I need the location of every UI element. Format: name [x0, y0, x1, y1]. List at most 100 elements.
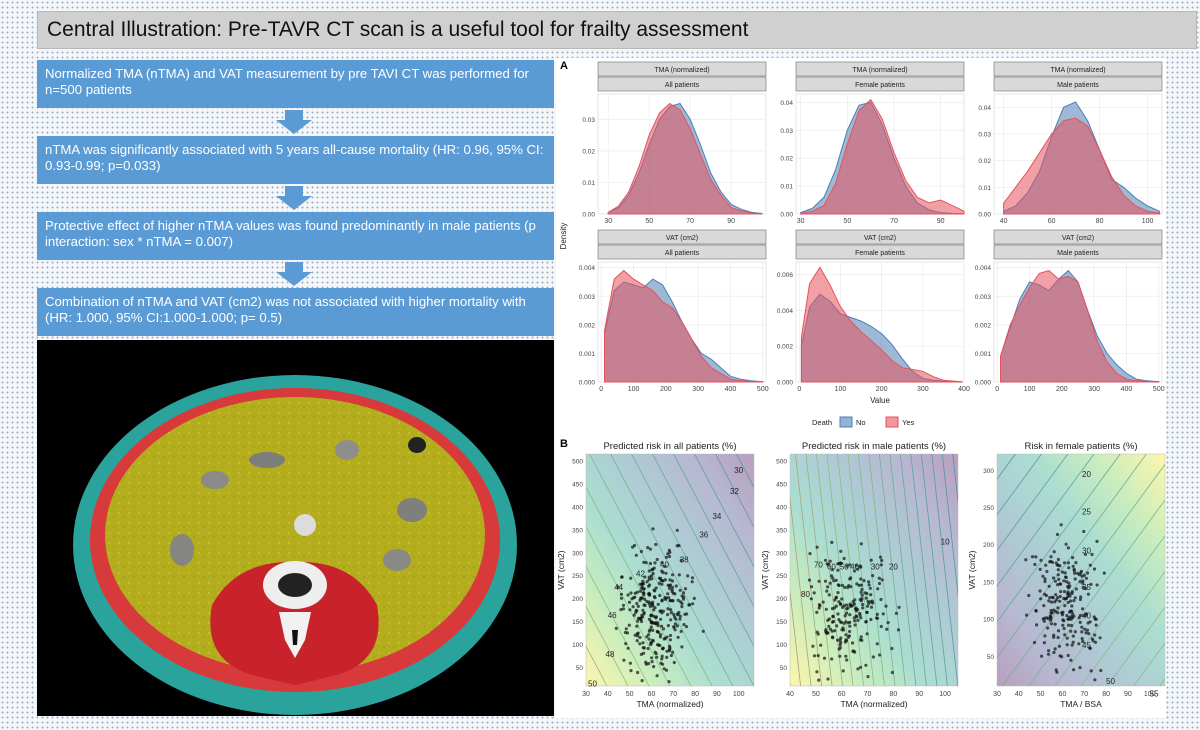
data-point [1056, 583, 1060, 587]
data-point [851, 649, 855, 653]
data-point [1093, 678, 1097, 682]
contour-line [694, 454, 754, 568]
data-point [652, 595, 656, 599]
data-point [1047, 584, 1051, 588]
contour-line [826, 454, 854, 686]
data-point [622, 658, 626, 662]
data-point [1060, 655, 1064, 659]
data-point [1038, 567, 1042, 571]
data-point [821, 600, 825, 604]
panel-label-a: A [560, 60, 568, 72]
data-point [1056, 595, 1060, 600]
data-point [1046, 617, 1051, 621]
x-tick-label: 100 [1024, 386, 1036, 393]
data-point [1053, 579, 1057, 583]
y-tick-label: 0.02 [780, 156, 793, 163]
y-tick-label: 150 [983, 579, 994, 586]
data-point [867, 580, 871, 584]
x-tick-label: 80 [889, 691, 897, 698]
data-point [848, 613, 852, 617]
data-point [670, 579, 675, 583]
data-point [635, 624, 639, 628]
facet-strip [597, 244, 767, 260]
data-point [666, 592, 670, 596]
contour-line [878, 454, 906, 686]
data-point [1071, 640, 1075, 644]
contour-label: 36 [699, 530, 708, 539]
data-point [858, 611, 862, 615]
data-point [1027, 593, 1031, 598]
data-point [674, 584, 678, 588]
y-tick-label: 300 [572, 550, 583, 557]
x-tick-label: 300 [692, 386, 704, 393]
data-point [826, 585, 830, 589]
data-point [844, 603, 849, 607]
contour-label: 50 [1106, 677, 1115, 686]
data-point [854, 563, 858, 567]
y-tick-label: 0.002 [777, 344, 794, 351]
finding-box-4: Combination of nTMA and VAT (cm2) was no… [37, 288, 554, 336]
data-point [648, 547, 652, 551]
data-point [1091, 639, 1095, 643]
data-point [682, 623, 686, 627]
data-point [649, 641, 653, 645]
data-point [859, 616, 863, 620]
data-point [664, 668, 669, 672]
data-point [1049, 622, 1054, 626]
data-point [881, 612, 885, 616]
data-point [626, 593, 630, 597]
data-point [661, 646, 665, 650]
x-tick-label: 80 [691, 691, 699, 698]
data-point [824, 607, 828, 611]
data-point [634, 611, 638, 615]
data-point [1051, 576, 1056, 580]
data-point [655, 674, 659, 678]
contour-line [997, 454, 1095, 587]
data-point [1062, 590, 1067, 594]
y-tick-label: 250 [776, 573, 787, 580]
data-point [628, 608, 632, 612]
data-point [1032, 640, 1037, 645]
data-point [1089, 582, 1093, 586]
data-point [632, 596, 636, 600]
data-point [1060, 570, 1065, 574]
data-point [827, 617, 831, 621]
data-point [1063, 604, 1067, 608]
facet-strip-label: TMA (normalized) [654, 67, 709, 74]
data-point [856, 667, 860, 671]
data-point [866, 599, 870, 603]
facet-strip [597, 229, 767, 245]
data-point [1042, 641, 1046, 645]
x-tick-label: 40 [604, 691, 612, 698]
legend-swatch [839, 416, 853, 428]
data-point [659, 633, 663, 637]
data-point [656, 602, 660, 606]
data-point [835, 624, 839, 628]
data-point [1083, 552, 1088, 556]
data-point [1034, 555, 1038, 559]
data-point [671, 573, 675, 577]
y-tick-label: 300 [983, 468, 994, 475]
data-point [621, 603, 626, 607]
data-point [1062, 579, 1066, 583]
data-point [1066, 653, 1070, 658]
data-point [640, 619, 644, 624]
y-tick-label: 0.03 [582, 117, 595, 124]
results-figure: A B TMA (normalized) All patients 30 50 70 90… [556, 58, 1166, 718]
data-point [647, 591, 651, 595]
facet-strip [993, 76, 1163, 92]
data-point [1056, 611, 1060, 615]
data-point [853, 598, 857, 602]
density-series-yes [1000, 270, 1160, 383]
data-point [836, 612, 840, 616]
data-point [859, 635, 863, 639]
data-point [865, 632, 869, 636]
data-point [641, 608, 645, 612]
data-point [647, 569, 651, 573]
data-point [838, 638, 842, 642]
contour-label: 10 [941, 537, 950, 546]
data-point [1086, 592, 1090, 596]
contour-line [715, 454, 754, 528]
data-point [1063, 633, 1067, 637]
